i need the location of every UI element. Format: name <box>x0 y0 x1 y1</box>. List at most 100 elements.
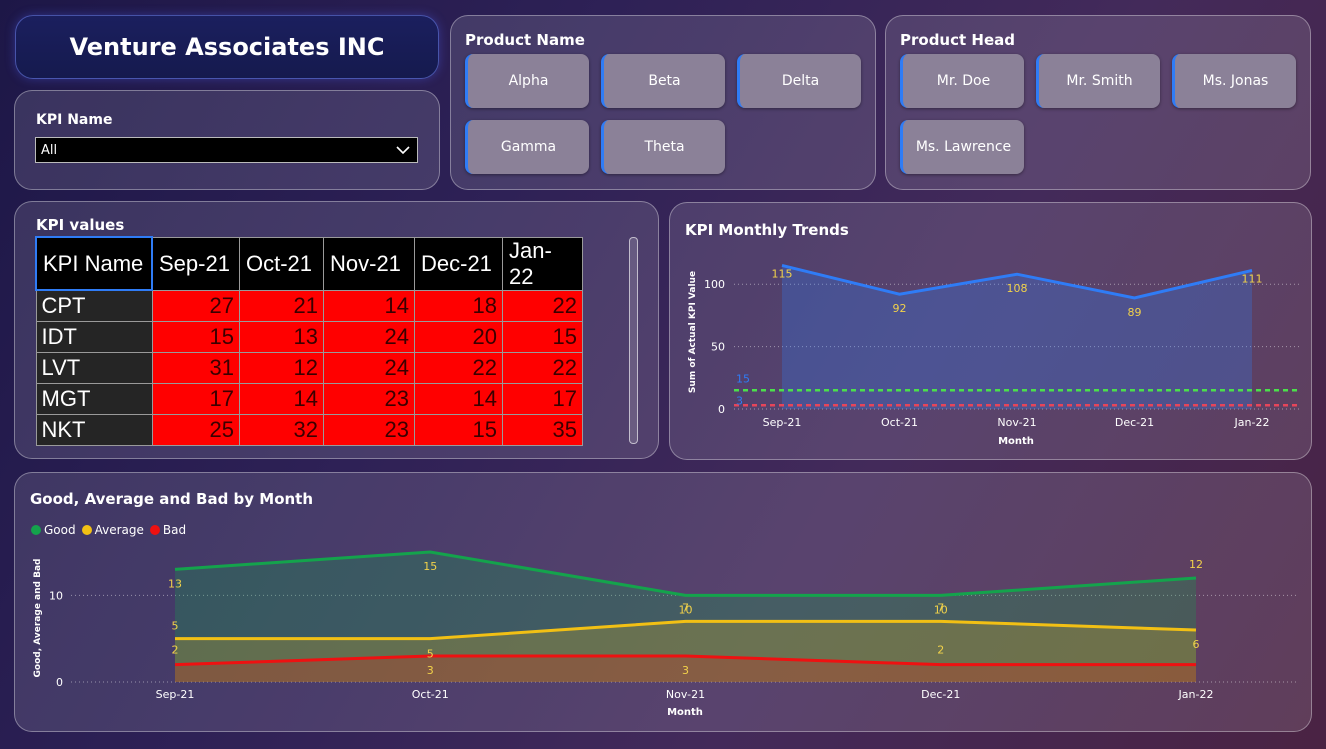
kpi-value-cell: 14 <box>414 383 503 415</box>
x-axis-label: Month <box>667 707 703 718</box>
legend-item-good[interactable]: Good <box>31 523 76 537</box>
kpi-values-title: KPI values <box>36 216 125 234</box>
kpi-value-cell: 14 <box>239 383 324 415</box>
legend-label: Bad <box>162 523 187 537</box>
data-label: 7 <box>682 601 689 614</box>
x-tick-label: Sep-21 <box>763 416 802 429</box>
kpi-value-cell: 14 <box>323 289 415 322</box>
legend-dot-good <box>31 525 41 535</box>
series-area <box>782 265 1252 409</box>
x-axis-label: Month <box>998 436 1034 447</box>
reference-label: 3 <box>736 394 743 407</box>
kpi-trends-chart: Sum of Actual KPI Value Month 0 50 100 15 3 1… <box>688 264 1300 447</box>
head-ms-lawrence-button[interactable]: Ms. Lawrence <box>900 120 1024 174</box>
kpi-name-cell: CPT <box>35 289 153 322</box>
dashboard-title: Venture Associates INC <box>69 33 385 61</box>
gab-chart: Good, Average and Bad Month 0 10 13 15 10 10 1… <box>33 550 1299 718</box>
series-line <box>781 264 1253 300</box>
table-scrollbar[interactable] <box>629 237 638 444</box>
x-tick-label: Dec-21 <box>1115 416 1154 429</box>
chevron-down-icon <box>396 146 410 155</box>
legend-item-average[interactable]: Average <box>81 523 144 537</box>
data-label: 108 <box>1007 282 1028 295</box>
column-header[interactable]: Dec-21 <box>414 236 503 291</box>
series-line-average <box>175 619 1197 641</box>
reference-label: 15 <box>736 372 750 385</box>
product-alpha-button[interactable]: Alpha <box>465 54 589 108</box>
data-label: 10 <box>679 603 693 616</box>
product-gamma-button[interactable]: Gamma <box>465 120 589 174</box>
table-header-row: KPI Name Sep-21 Oct-21 Nov-21 Dec-21 Jan… <box>35 236 583 291</box>
data-label: 5 <box>172 620 179 633</box>
kpi-value-cell: 18 <box>414 289 503 322</box>
x-tick-label: Oct-21 <box>881 416 918 429</box>
kpi-value-cell: 21 <box>239 289 324 322</box>
head-mr-smith-button[interactable]: Mr. Smith <box>1036 54 1160 108</box>
data-label: 2 <box>172 644 179 657</box>
y-axis-label: Good, Average and Bad <box>33 559 43 678</box>
product-delta-button[interactable]: Delta <box>737 54 861 108</box>
kpi-value-cell: 15 <box>502 321 583 353</box>
gab-title: Good, Average and Bad by Month <box>30 490 314 508</box>
product-head-slicer: Product Head Mr. Doe Mr. Smith Ms. Jonas… <box>885 15 1311 190</box>
product-name-title: Product Name <box>465 31 585 49</box>
kpi-name-cell: NKT <box>35 414 153 446</box>
kpi-values-panel: KPI values KPI Name Sep-21 Oct-21 Nov-21… <box>14 201 659 459</box>
column-header[interactable]: Nov-21 <box>323 236 415 291</box>
x-tick-label: Dec-21 <box>921 688 960 701</box>
kpi-value-cell: 22 <box>414 352 503 384</box>
column-header[interactable]: KPI Name <box>35 236 153 291</box>
product-theta-button[interactable]: Theta <box>601 120 725 174</box>
product-name-slicer: Product Name Alpha Beta Delta Gamma Thet… <box>450 15 876 190</box>
kpi-value-cell: 22 <box>502 289 583 322</box>
data-label: 15 <box>423 560 437 573</box>
kpi-value-cell: 17 <box>151 383 240 415</box>
kpi-value-cell: 35 <box>502 414 583 446</box>
kpi-values-table: KPI Name Sep-21 Oct-21 Nov-21 Dec-21 Jan… <box>35 236 583 446</box>
legend-label: Average <box>94 523 144 537</box>
gab-panel: Good, Average and Bad by Month Good Aver… <box>14 472 1312 732</box>
head-mr-doe-button[interactable]: Mr. Doe <box>900 54 1024 108</box>
kpi-name-cell: IDT <box>35 321 153 353</box>
x-tick-label: Oct-21 <box>412 688 449 701</box>
table-row: CPT 27 21 14 18 22 <box>35 289 583 322</box>
kpi-value-cell: 32 <box>239 414 324 446</box>
data-label: 3 <box>427 664 434 677</box>
data-label: 6 <box>1193 638 1200 651</box>
head-ms-jonas-button[interactable]: Ms. Jonas <box>1172 54 1296 108</box>
series-line-bad <box>174 654 1196 667</box>
kpi-value-cell: 13 <box>239 321 324 353</box>
data-label: 5 <box>427 648 434 661</box>
kpi-value-cell: 31 <box>151 352 240 384</box>
data-label: 115 <box>772 267 793 280</box>
series-area-bad <box>175 656 1196 682</box>
kpi-name-dropdown[interactable]: All <box>35 137 418 163</box>
data-label: 89 <box>1128 306 1142 319</box>
data-label: 111 <box>1242 272 1263 285</box>
kpi-value-cell: 24 <box>323 352 415 384</box>
kpi-name-slicer: KPI Name All <box>14 90 440 190</box>
product-beta-button[interactable]: Beta <box>601 54 725 108</box>
data-label: 7 <box>937 601 944 614</box>
kpi-value-cell: 23 <box>323 383 415 415</box>
legend-item-bad[interactable]: Bad <box>149 523 187 537</box>
y-tick-label: 0 <box>718 403 725 416</box>
kpi-value-cell: 17 <box>502 383 583 415</box>
legend-dot-average <box>81 525 92 535</box>
series-line-good <box>174 550 1197 597</box>
y-axis-label: Sum of Actual KPI Value <box>688 271 698 393</box>
kpi-value-cell: 22 <box>502 352 583 384</box>
x-tick-label: Jan-22 <box>1234 416 1270 429</box>
y-tick-label: 10 <box>49 589 63 602</box>
data-label: 92 <box>893 302 907 315</box>
y-tick-label: 50 <box>711 341 725 354</box>
kpi-value-cell: 24 <box>323 321 415 353</box>
x-tick-label: Nov-21 <box>666 688 705 701</box>
column-header[interactable]: Sep-21 <box>151 236 240 291</box>
column-header[interactable]: Jan-22 <box>502 236 583 291</box>
series-area-average <box>175 621 1196 682</box>
column-header[interactable]: Oct-21 <box>239 236 324 291</box>
gab-legend: Good Average Bad <box>31 523 186 537</box>
series-area-good <box>175 552 1196 682</box>
table-row: LVT 31 12 24 22 22 <box>35 352 583 384</box>
